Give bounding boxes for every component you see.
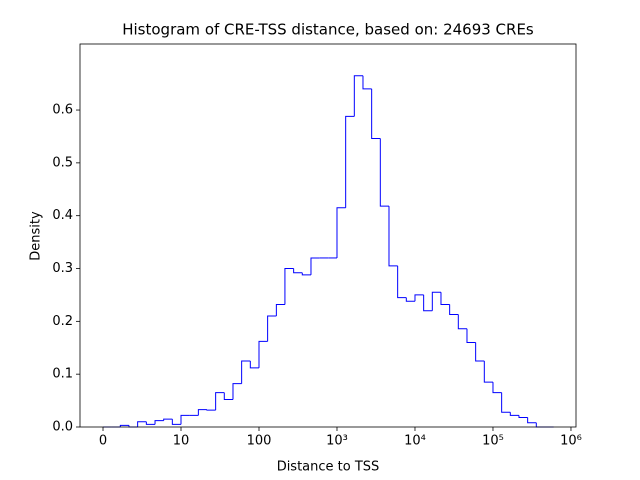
histogram-bin [258,340,268,368]
histogram-bin [431,291,441,311]
histogram-bin [527,417,537,424]
histogram-bin [353,75,363,117]
x-axis-label: Distance to TSS [277,460,380,475]
histogram-bin [475,342,485,362]
y-tick-label: 0.4 [52,208,73,223]
histogram-bin [501,392,511,413]
histogram-bin [284,268,294,305]
histogram-bin [414,294,424,302]
histogram-bin [223,392,233,401]
histogram-bin [267,315,277,342]
histogram-bin [397,265,407,299]
histogram-bin [275,303,285,317]
histogram-bin [206,409,216,411]
y-tick-label: 0.5 [52,155,73,170]
histogram-bin [423,294,433,312]
histogram-bin [119,424,129,427]
histogram-bin [154,420,164,425]
histogram-bin [449,304,459,315]
histogram-bin [405,297,415,302]
x-tick-label: 100 [247,434,272,449]
histogram-bin [457,314,467,330]
y-tick-label: 0.6 [52,103,73,118]
y-tick-label: 0.0 [52,420,73,435]
y-tick-label: 0.1 [52,367,73,382]
histogram-bin [518,415,528,418]
x-tick-label: 0 [99,434,107,449]
histogram-bin [310,257,320,275]
histogram-bin [249,360,259,369]
y-axis-label: Density [29,211,44,261]
histogram-bin [171,419,182,425]
histogram-bin [336,207,346,258]
histogram-bin [301,272,311,276]
histogram-bin [145,421,156,425]
x-tick-label: 10⁴ [404,434,426,449]
histogram-bin [379,138,389,207]
histogram-bin [137,421,147,427]
histogram-bin [492,382,502,394]
histogram-bin [362,75,372,90]
histogram-bin [345,115,355,208]
axes-frame [79,43,577,428]
histogram-bin [180,414,190,425]
histogram-bin [371,88,381,140]
histogram-bin [483,360,493,383]
histogram-bin [232,383,242,400]
histogram-bin [388,206,398,267]
chart-title: Histogram of CRE-TSS distance, based on:… [122,21,534,39]
x-tick-label: 10 [173,434,190,449]
y-tick-label: 0.3 [52,261,73,276]
histogram-bin [241,360,251,384]
x-tick-label: 10⁵ [482,434,504,449]
histogram-bin [197,409,207,416]
x-tick-label: 10³ [326,434,348,449]
histogram-bin [215,392,225,411]
histogram-bin [293,268,303,274]
histogram-bin [509,412,519,416]
histogram-bin [466,328,476,343]
y-tick-label: 0.2 [52,314,73,329]
histogram-bin [163,418,173,421]
histogram-bin [440,292,450,305]
x-tick-label: 10⁶ [560,434,582,449]
